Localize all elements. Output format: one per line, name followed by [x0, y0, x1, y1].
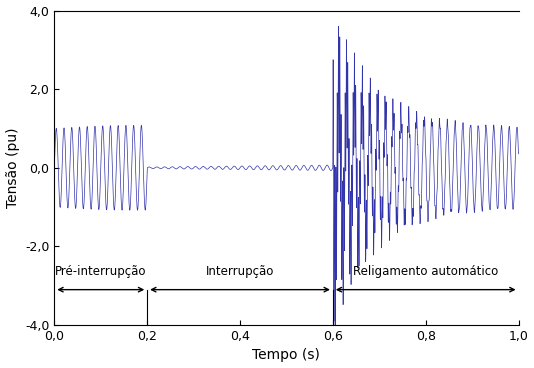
Text: Religamento automático: Religamento automático: [353, 265, 498, 278]
X-axis label: Tempo (s): Tempo (s): [253, 348, 320, 362]
Text: Pré-interrupção: Pré-interrupção: [55, 265, 146, 278]
Y-axis label: Tensão (pu): Tensão (pu): [5, 128, 20, 208]
Text: Interrupção: Interrupção: [206, 265, 274, 278]
